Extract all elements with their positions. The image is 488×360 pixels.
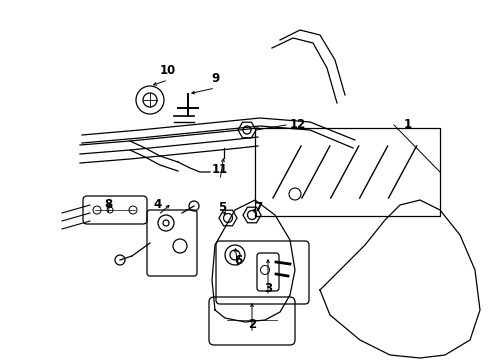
Bar	[254, 128, 439, 216]
Text: 3: 3	[264, 282, 271, 294]
Text: 10: 10	[160, 63, 176, 77]
Text: 12: 12	[289, 118, 305, 131]
Text: 6: 6	[233, 253, 242, 266]
Text: 2: 2	[247, 319, 256, 332]
Text: 1: 1	[403, 118, 411, 131]
Text: 5: 5	[218, 202, 225, 215]
Text: 9: 9	[210, 72, 219, 85]
Text: 7: 7	[253, 202, 262, 215]
Text: 4: 4	[154, 198, 162, 211]
Text: 8: 8	[103, 198, 112, 211]
Text: 11: 11	[211, 163, 228, 176]
